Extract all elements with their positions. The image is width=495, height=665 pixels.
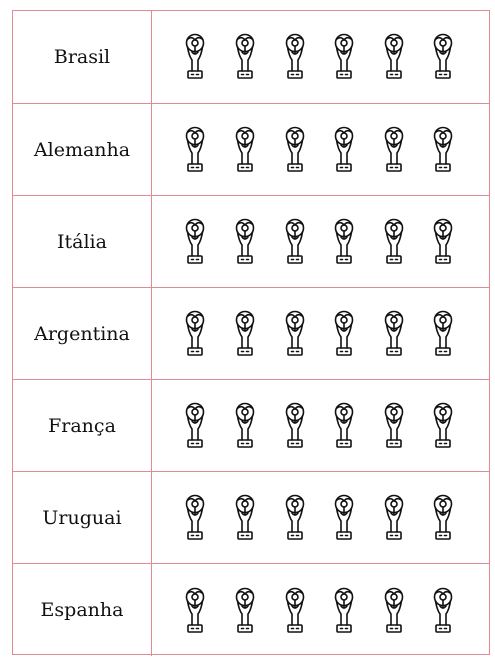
trophy-icon <box>284 309 306 359</box>
trophy-icon <box>432 401 454 451</box>
table-row: Brasil <box>13 11 489 103</box>
trophy-icon <box>432 32 454 82</box>
trophy-icon <box>333 493 355 543</box>
country-cell: Argentina <box>13 288 152 379</box>
trophy-cell <box>152 104 489 195</box>
trophy-icon <box>333 309 355 359</box>
trophy-icon <box>333 401 355 451</box>
country-name: Alemanha <box>33 138 131 161</box>
trophy-icon <box>234 217 256 267</box>
trophy-cell <box>152 380 489 471</box>
trophy-icon <box>184 217 206 267</box>
trophy-icon <box>284 493 306 543</box>
country-cell: Brasil <box>13 11 152 103</box>
country-cell: Alemanha <box>13 104 152 195</box>
trophy-icon <box>383 217 405 267</box>
trophy-icon <box>234 401 256 451</box>
trophy-cell <box>152 11 489 103</box>
trophy-icon <box>184 401 206 451</box>
table-row: Espanha <box>13 563 489 656</box>
table-row: Uruguai <box>13 471 489 563</box>
trophy-icon <box>184 32 206 82</box>
trophy-icon <box>234 586 256 636</box>
table-row: Alemanha <box>13 103 489 195</box>
trophy-icon <box>284 401 306 451</box>
trophy-cell <box>152 564 489 656</box>
trophy-cell <box>152 472 489 563</box>
trophy-icon <box>234 32 256 82</box>
country-name: França <box>48 414 116 437</box>
trophy-icon <box>383 32 405 82</box>
trophy-icon <box>432 493 454 543</box>
trophy-icon <box>184 309 206 359</box>
country-name: Espanha <box>40 599 124 621</box>
country-trophy-table: Brasil Alemanha Itália Argentina França Urugu… <box>12 10 490 656</box>
trophy-icon <box>184 586 206 636</box>
country-name: Argentina <box>34 322 130 345</box>
trophy-icon <box>432 125 454 175</box>
country-cell: Espanha <box>13 564 152 656</box>
trophy-icon <box>383 125 405 175</box>
country-cell: Itália <box>13 196 152 287</box>
trophy-icon <box>432 217 454 267</box>
trophy-icon <box>333 32 355 82</box>
table-row: Argentina <box>13 287 489 379</box>
country-name: Itália <box>57 230 107 253</box>
trophy-icon <box>383 586 405 636</box>
country-name: Uruguai <box>42 506 122 529</box>
table-row: França <box>13 379 489 471</box>
trophy-icon <box>284 586 306 636</box>
trophy-cell <box>152 288 489 379</box>
trophy-icon <box>234 309 256 359</box>
trophy-icon <box>432 586 454 636</box>
trophy-icon <box>234 125 256 175</box>
country-cell: Uruguai <box>13 472 152 563</box>
trophy-icon <box>284 217 306 267</box>
trophy-icon <box>184 125 206 175</box>
country-cell: França <box>13 380 152 471</box>
trophy-icon <box>234 493 256 543</box>
trophy-icon <box>432 309 454 359</box>
trophy-icon <box>333 125 355 175</box>
table-row: Itália <box>13 195 489 287</box>
trophy-cell <box>152 196 489 287</box>
trophy-icon <box>284 32 306 82</box>
trophy-icon <box>284 125 306 175</box>
trophy-icon <box>333 586 355 636</box>
trophy-icon <box>383 401 405 451</box>
trophy-icon <box>383 309 405 359</box>
trophy-icon <box>383 493 405 543</box>
country-name: Brasil <box>53 46 111 68</box>
trophy-icon <box>333 217 355 267</box>
trophy-icon <box>184 493 206 543</box>
